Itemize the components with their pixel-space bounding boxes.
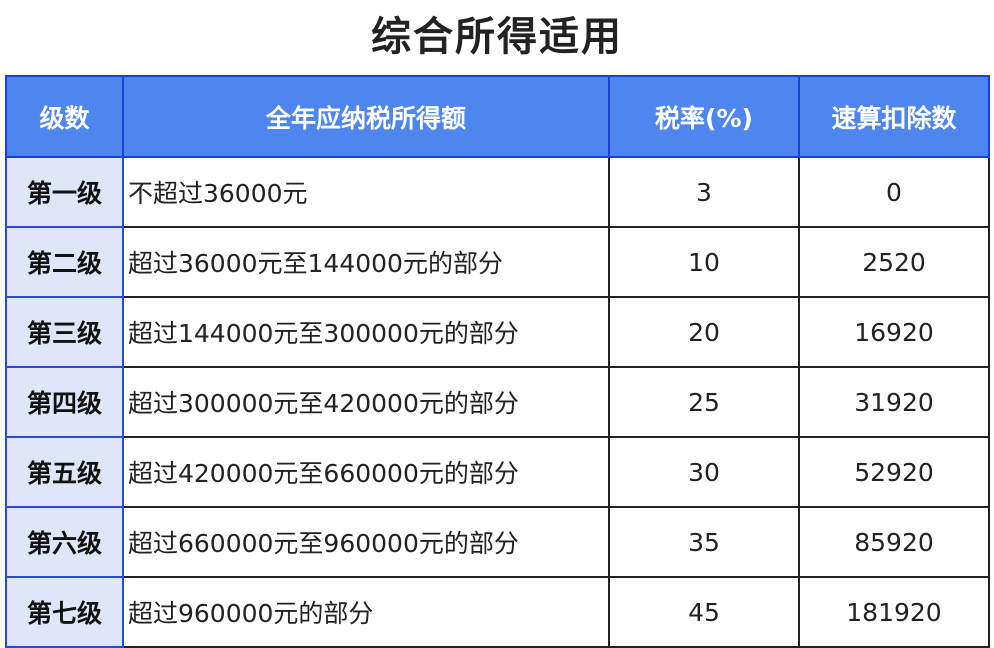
deduction-cell: 2520 bbox=[798, 226, 990, 298]
range-cell: 超过300000元至420000元的部分 bbox=[122, 366, 610, 438]
deduction-cell: 31920 bbox=[798, 366, 990, 438]
table-row: 第三级 超过144000元至300000元的部分 20 16920 bbox=[5, 296, 990, 368]
rate-cell: 10 bbox=[608, 226, 800, 298]
table-row: 第一级 不超过36000元 3 0 bbox=[5, 156, 990, 228]
level-cell: 第七级 bbox=[5, 576, 124, 648]
level-cell: 第三级 bbox=[5, 296, 124, 368]
range-cell: 超过420000元至660000元的部分 bbox=[122, 436, 610, 508]
header-range: 全年应纳税所得额 bbox=[122, 75, 610, 158]
deduction-cell: 0 bbox=[798, 156, 990, 228]
level-cell: 第一级 bbox=[5, 156, 124, 228]
level-cell: 第六级 bbox=[5, 506, 124, 578]
range-cell: 超过36000元至144000元的部分 bbox=[122, 226, 610, 298]
deduction-cell: 52920 bbox=[798, 436, 990, 508]
page-title: 综合所得适用 bbox=[371, 14, 623, 60]
range-cell: 超过144000元至300000元的部分 bbox=[122, 296, 610, 368]
level-cell: 第四级 bbox=[5, 366, 124, 438]
table-row: 第五级 超过420000元至660000元的部分 30 52920 bbox=[5, 436, 990, 508]
header-level: 级数 bbox=[5, 75, 124, 158]
tax-rate-table: 级数 全年应纳税所得额 税率(%) 速算扣除数 第一级 不超过36000元 3 0 第二… bbox=[5, 75, 990, 648]
range-cell: 超过960000元的部分 bbox=[122, 576, 610, 648]
range-cell: 不超过36000元 bbox=[122, 156, 610, 228]
rate-cell: 30 bbox=[608, 436, 800, 508]
level-cell: 第五级 bbox=[5, 436, 124, 508]
header-deduction: 速算扣除数 bbox=[798, 75, 990, 158]
deduction-cell: 16920 bbox=[798, 296, 990, 368]
deduction-cell: 85920 bbox=[798, 506, 990, 578]
range-cell: 超过660000元至960000元的部分 bbox=[122, 506, 610, 578]
rate-cell: 25 bbox=[608, 366, 800, 438]
level-cell: 第二级 bbox=[5, 226, 124, 298]
header-rate: 税率(%) bbox=[608, 75, 800, 158]
rate-cell: 3 bbox=[608, 156, 800, 228]
rate-cell: 20 bbox=[608, 296, 800, 368]
rate-cell: 45 bbox=[608, 576, 800, 648]
table-row: 第七级 超过960000元的部分 45 181920 bbox=[5, 576, 990, 648]
table-row: 第六级 超过660000元至960000元的部分 35 85920 bbox=[5, 506, 990, 578]
rate-cell: 35 bbox=[608, 506, 800, 578]
deduction-cell: 181920 bbox=[798, 576, 990, 648]
header-row: 级数 全年应纳税所得额 税率(%) 速算扣除数 bbox=[5, 75, 990, 158]
table-row: 第四级 超过300000元至420000元的部分 25 31920 bbox=[5, 366, 990, 438]
table-row: 第二级 超过36000元至144000元的部分 10 2520 bbox=[5, 226, 990, 298]
